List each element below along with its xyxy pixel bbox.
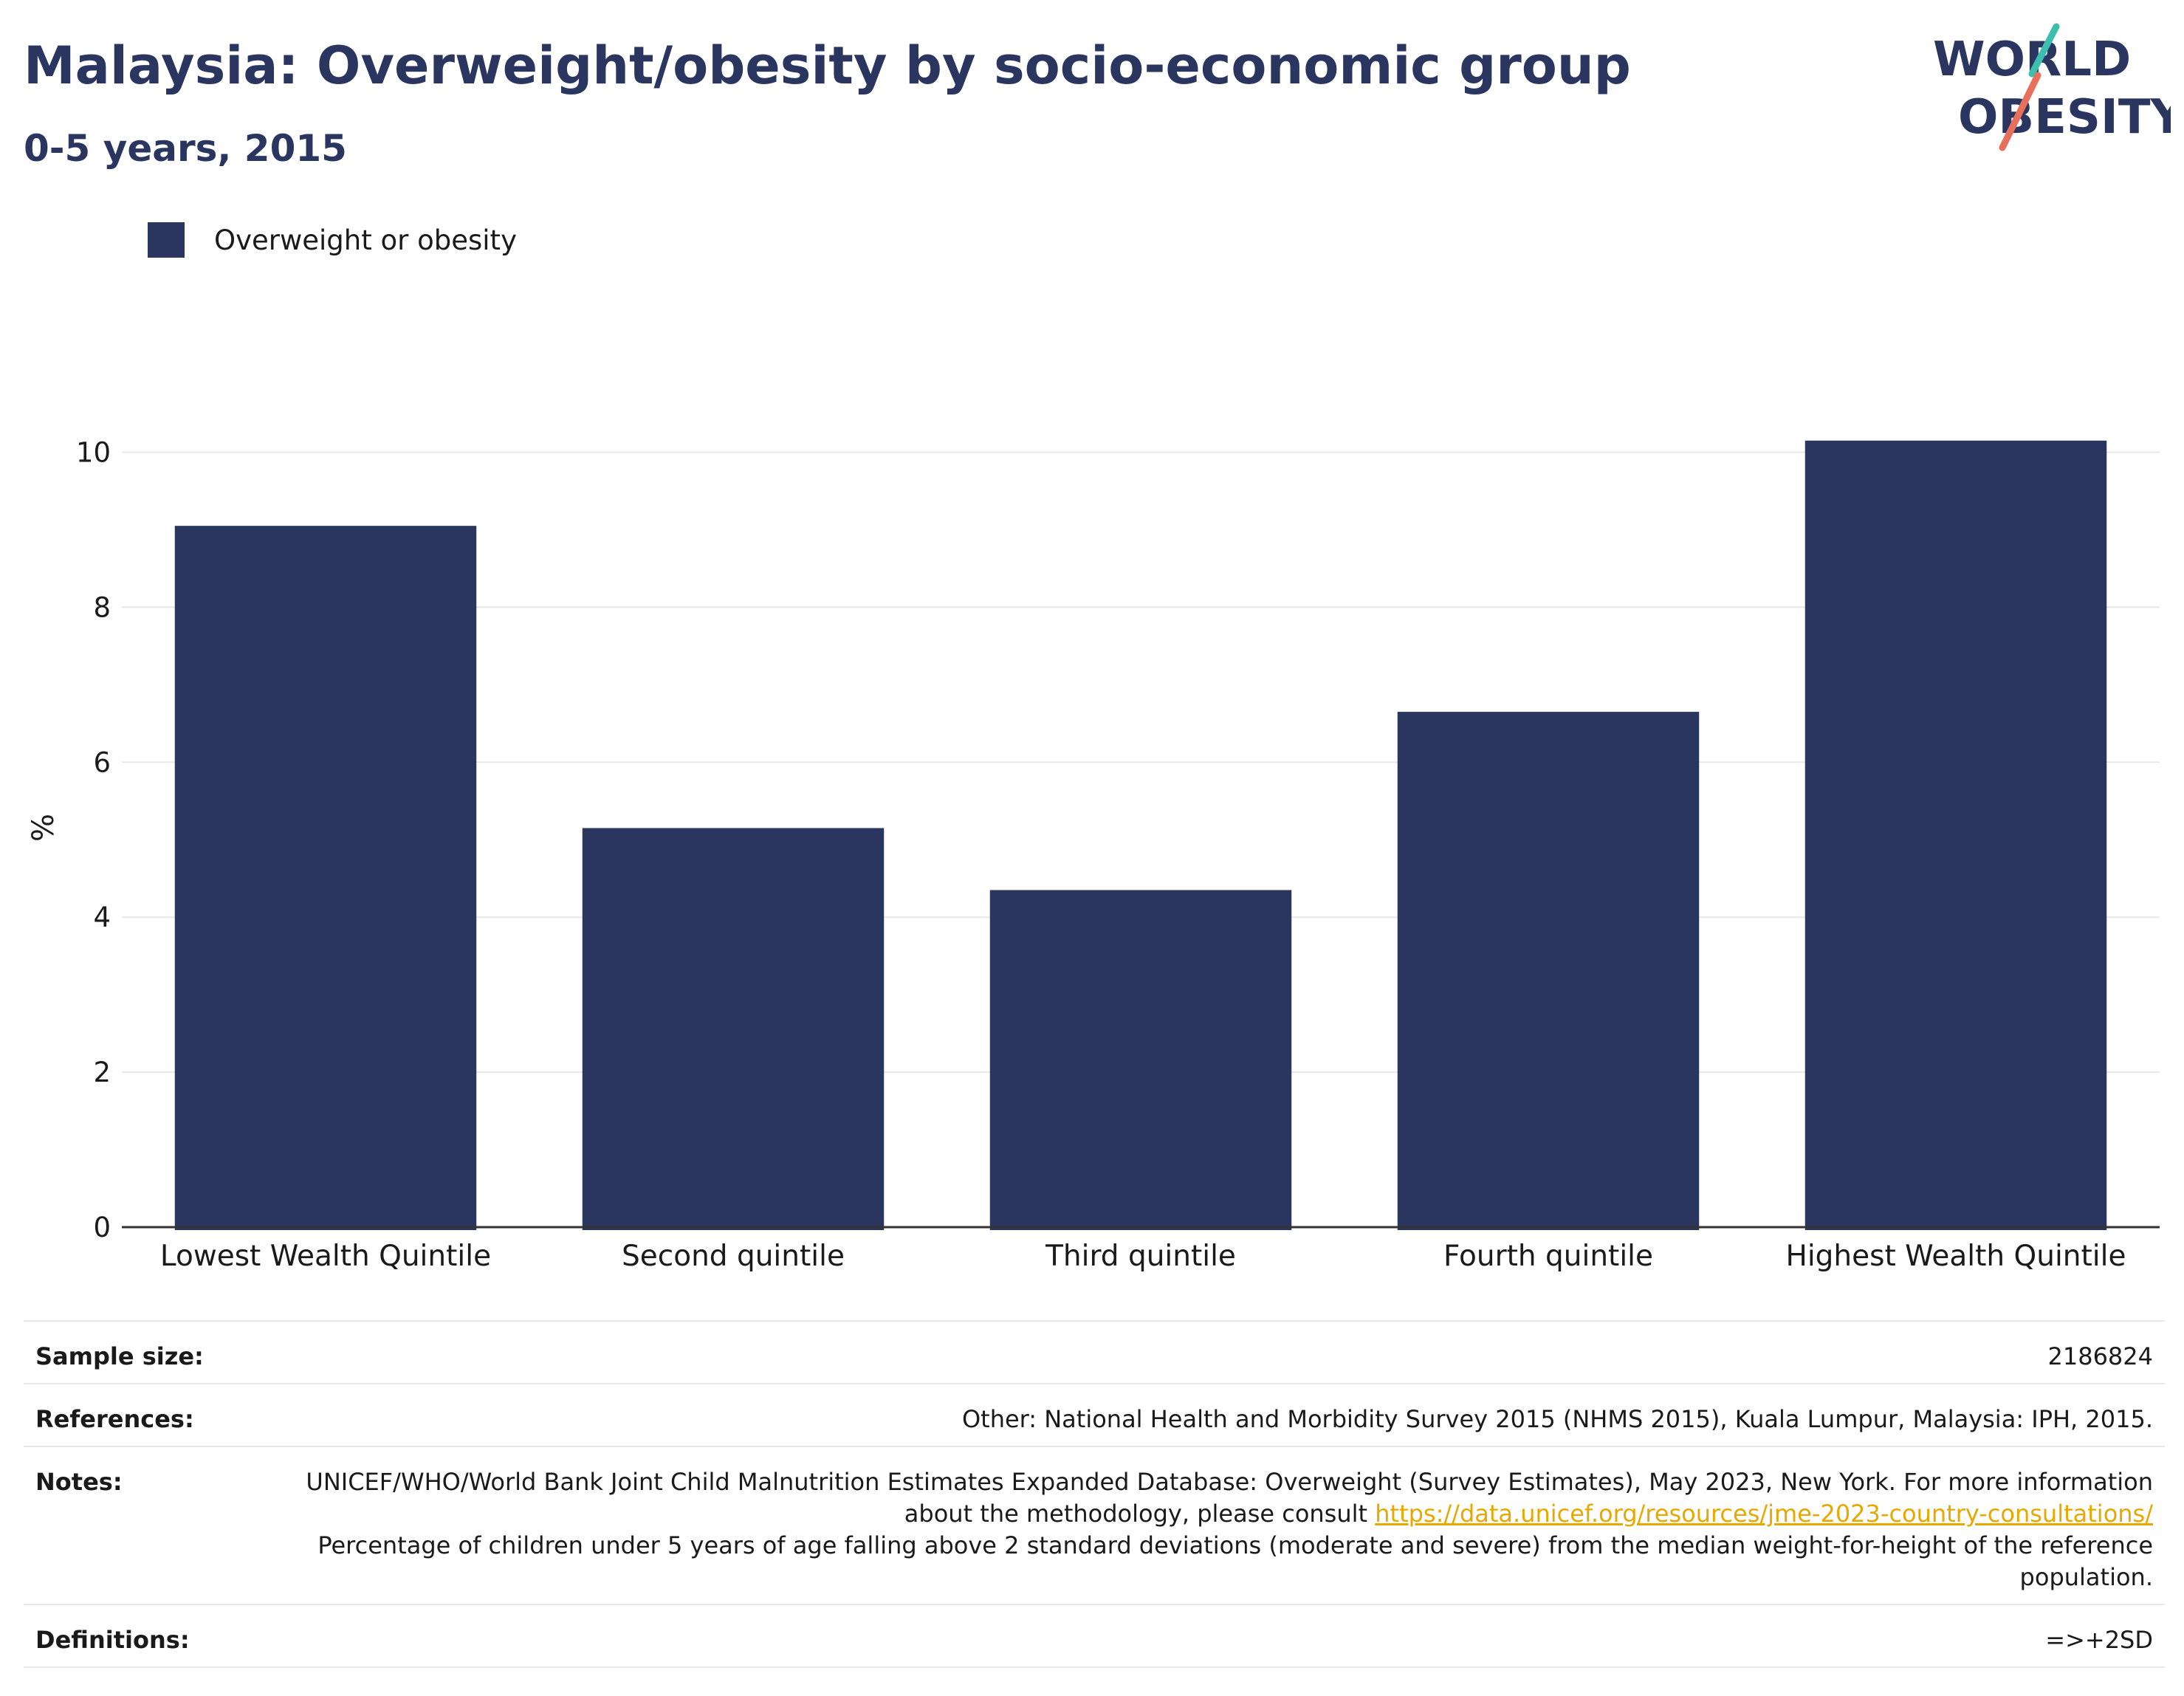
references-value: Other: National Health and Morbidity Sur…	[284, 1383, 2165, 1446]
notes-value: UNICEF/WHO/World Bank Joint Child Malnut…	[284, 1446, 2165, 1604]
definitions-row: Definitions: =>+2SD	[24, 1604, 2165, 1668]
info-table: Sample size: 2186824 References: Other: …	[24, 1320, 2165, 1668]
world-obesity-logo: WORLD OBESITY	[1933, 23, 2171, 151]
y-tick-label: 8	[93, 591, 111, 623]
bar	[989, 890, 1292, 1230]
sample-size-row: Sample size: 2186824	[24, 1320, 2165, 1384]
chart-legend: Overweight or obesity	[148, 222, 517, 258]
logo-slash-coral	[1999, 72, 2042, 151]
chart-title: Malaysia: Overweight/obesity by socio-ec…	[24, 35, 1631, 96]
y-tick-label: 4	[93, 902, 111, 933]
x-tick-label: Fourth quintile	[1443, 1240, 1653, 1273]
notes-label: Notes:	[24, 1446, 284, 1604]
bar-chart: 0 2 4 6 8 10% Lowest Wealth Quintile Second qui…	[27, 436, 2160, 1273]
notes-link[interactable]: https://data.unicef.org/resources/jme-20…	[1375, 1500, 2153, 1528]
chart-subtitle: 0-5 years, 2015	[24, 127, 347, 170]
references-label: References:	[24, 1383, 284, 1446]
x-tick-label: Lowest Wealth Quintile	[160, 1240, 491, 1273]
sample-size-label: Sample size:	[24, 1320, 284, 1384]
x-tick-label: Second quintile	[622, 1240, 845, 1273]
legend-swatch	[148, 222, 185, 258]
y-tick-label: 0	[93, 1212, 111, 1243]
references-row: References: Other: National Health and M…	[24, 1383, 2165, 1446]
x-tick-label: Third quintile	[1045, 1240, 1236, 1273]
definitions-value: =>+2SD	[284, 1604, 2165, 1668]
notes-row: Notes: UNICEF/WHO/World Bank Joint Child…	[24, 1446, 2165, 1604]
legend-label: Overweight or obesity	[214, 224, 517, 256]
x-tick-label: Highest Wealth Quintile	[1786, 1240, 2126, 1273]
bar	[1804, 440, 2107, 1230]
logo-line-2: OBESITY	[1958, 90, 2171, 145]
bar	[174, 526, 477, 1230]
y-axis-label: %	[27, 814, 61, 842]
bar	[582, 828, 885, 1230]
y-tick-label: 6	[93, 746, 111, 778]
definitions-label: Definitions:	[24, 1604, 284, 1668]
y-tick-label: 10	[76, 436, 111, 468]
bar	[1397, 712, 1700, 1230]
logo-slash-teal	[2028, 23, 2060, 78]
notes-text: UNICEF/WHO/World Bank Joint Child Malnut…	[306, 1468, 2153, 1528]
sample-size-value: 2186824	[284, 1320, 2165, 1384]
notes-definition-text: Percentage of children under 5 years of …	[317, 1531, 2153, 1591]
y-tick-label: 2	[93, 1057, 111, 1088]
logo-line-1: WORLD	[1933, 32, 2131, 87]
